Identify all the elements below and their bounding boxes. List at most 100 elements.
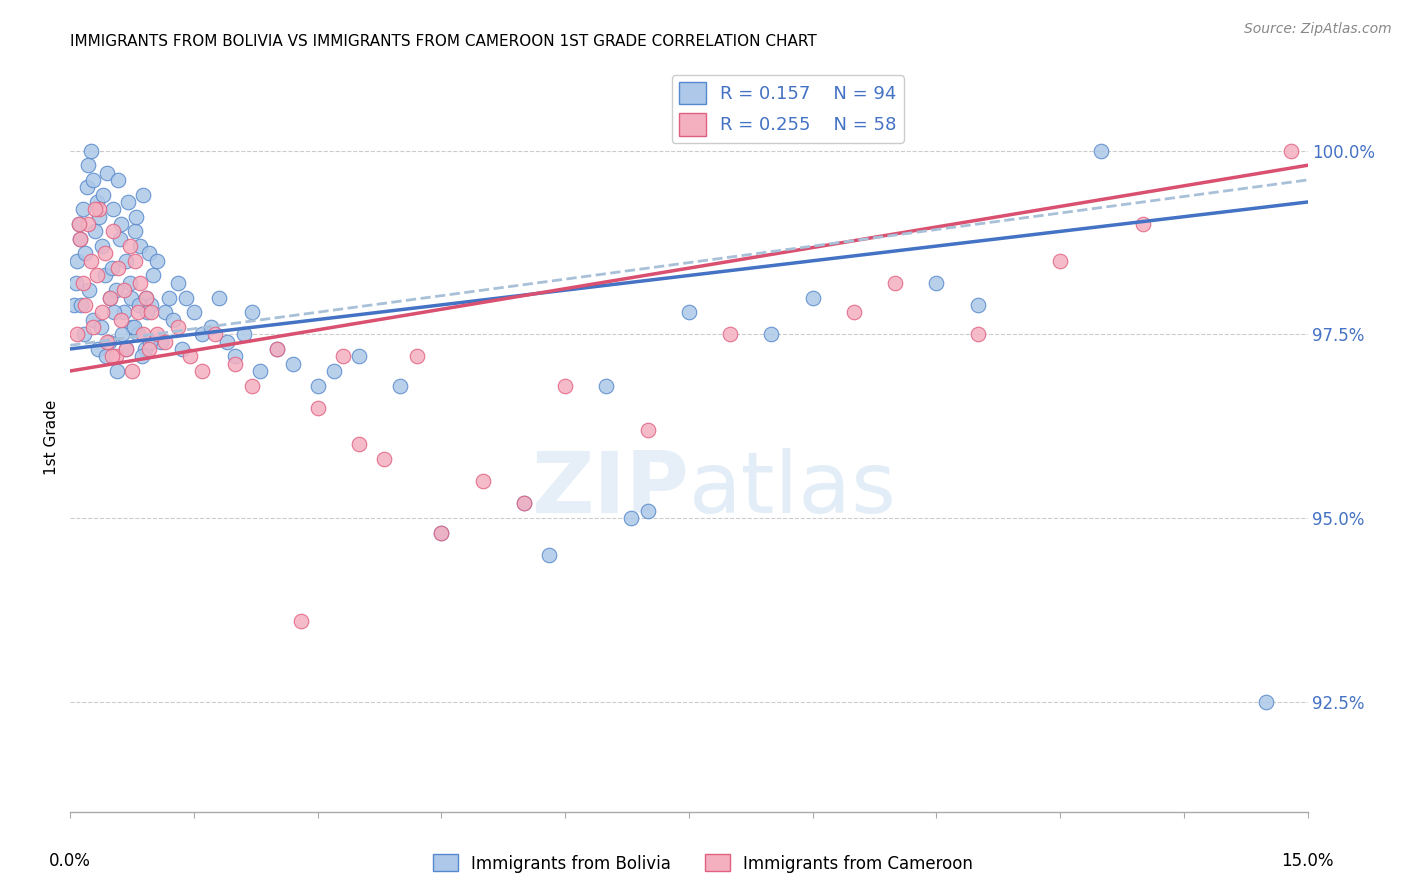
Point (110, 217, 132, 231)
Point (107, 173, 129, 187)
Point (170, 342, 193, 356)
Point (112, 305, 135, 319)
Point (132, 327, 155, 342)
Point (66, 253, 89, 268)
Point (115, 342, 138, 356)
Point (75, 298, 97, 312)
Point (162, 312, 184, 326)
Point (135, 291, 157, 305)
Point (104, 349, 127, 363)
Point (84, 202, 107, 217)
Point (122, 319, 145, 334)
Point (73, 327, 96, 342)
Point (86, 268, 108, 283)
Point (89, 210, 111, 224)
Point (103, 224, 125, 238)
Point (118, 239, 141, 253)
Point (153, 334, 176, 349)
Point (347, 437, 370, 451)
Point (389, 378, 412, 392)
Point (96, 334, 118, 349)
Point (131, 349, 153, 363)
Point (77, 217, 100, 231)
Point (761, 327, 783, 342)
Point (98, 291, 121, 305)
Point (90, 239, 112, 253)
Point (69, 232, 91, 246)
Point (66, 327, 89, 342)
Point (69, 232, 91, 246)
Point (146, 327, 169, 342)
Point (179, 349, 201, 363)
Point (67, 217, 90, 231)
Point (215, 334, 238, 349)
Point (430, 525, 453, 540)
Point (132, 187, 155, 202)
Point (307, 378, 329, 392)
Point (82, 312, 104, 326)
Point (94, 268, 117, 283)
Point (240, 378, 263, 392)
Point (129, 276, 152, 290)
Point (117, 194, 139, 209)
Point (84, 224, 107, 238)
Point (332, 349, 354, 363)
Point (108, 232, 131, 246)
Point (127, 305, 149, 319)
Point (842, 305, 865, 319)
Point (77, 283, 100, 297)
Point (183, 305, 205, 319)
Text: ZIP: ZIP (531, 448, 689, 531)
Point (82, 319, 104, 334)
Point (554, 378, 576, 392)
Point (70, 298, 93, 312)
Point (103, 202, 125, 217)
Point (107, 261, 129, 276)
Point (118, 276, 141, 290)
Point (208, 291, 231, 305)
Point (323, 364, 346, 378)
Point (112, 283, 135, 297)
Text: atlas: atlas (689, 448, 897, 531)
Point (135, 291, 157, 305)
Point (120, 291, 142, 305)
Point (72, 276, 94, 290)
Point (94, 349, 117, 363)
Point (266, 342, 288, 356)
Point (513, 496, 536, 510)
Point (1256, 694, 1278, 708)
Point (105, 364, 128, 378)
Text: 0.0%: 0.0% (49, 852, 91, 870)
Point (67, 217, 90, 231)
Point (129, 239, 152, 253)
Point (537, 548, 560, 562)
Text: Source: ZipAtlas.com: Source: ZipAtlas.com (1244, 22, 1392, 37)
Point (373, 452, 395, 467)
Point (139, 334, 162, 349)
Point (157, 291, 180, 305)
Point (134, 342, 156, 356)
Point (224, 357, 246, 371)
Point (166, 319, 188, 334)
Point (94, 246, 117, 260)
Point (91, 187, 114, 202)
Point (240, 305, 263, 319)
Point (72, 202, 94, 217)
Text: IMMIGRANTS FROM BOLIVIA VS IMMIGRANTS FROM CAMEROON 1ST GRADE CORRELATION CHART: IMMIGRANTS FROM BOLIVIA VS IMMIGRANTS FR… (70, 34, 817, 49)
Point (290, 614, 312, 628)
Point (174, 291, 197, 305)
Point (89, 202, 111, 217)
Point (146, 253, 169, 268)
Point (75, 246, 97, 260)
Point (128, 298, 150, 312)
Point (200, 319, 222, 334)
Point (76, 180, 98, 194)
Point (103, 305, 125, 319)
Point (115, 253, 138, 268)
Point (124, 253, 146, 268)
Point (405, 349, 427, 363)
Point (110, 312, 132, 326)
Point (104, 283, 127, 297)
Point (100, 349, 122, 363)
Point (1279, 144, 1302, 158)
